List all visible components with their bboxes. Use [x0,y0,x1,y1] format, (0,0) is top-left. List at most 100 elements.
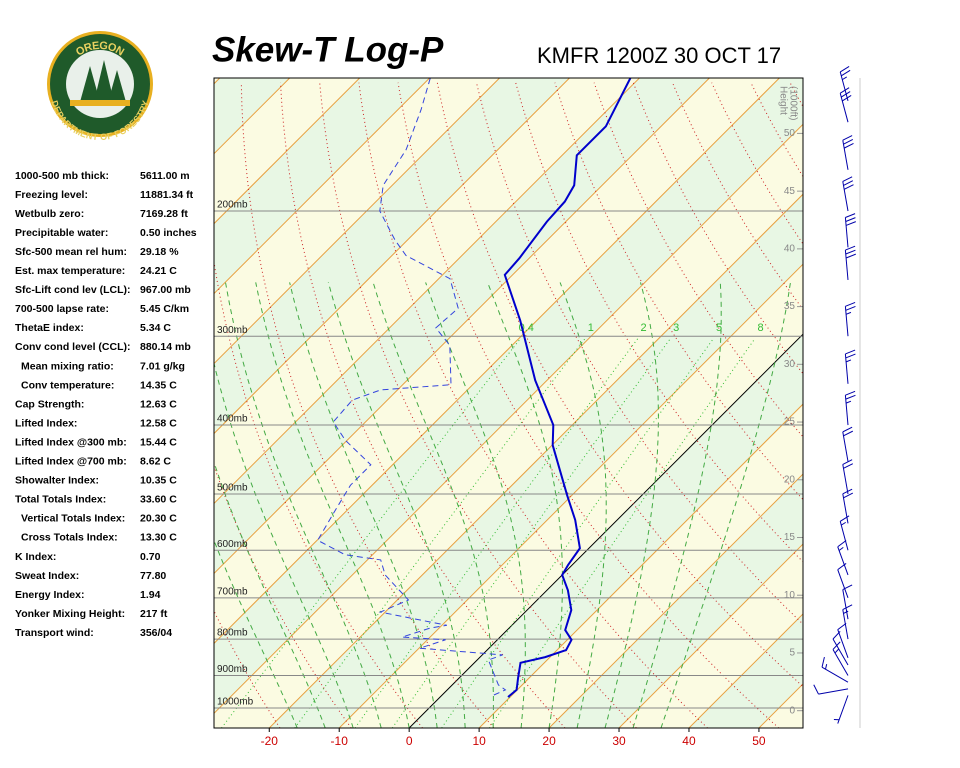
index-label: Lifted Index @700 mb: [15,456,127,468]
index-value: 10.35 C [140,475,177,487]
index-value: 0.50 inches [140,227,197,239]
moist-adiabat [225,282,382,728]
wind-barb [839,65,851,102]
isotherm [618,543,803,728]
barb-half-feather [838,547,844,551]
index-label: ThetaE index: [15,322,84,334]
y-tick-label: 500mb [217,483,248,494]
index-value: 880.14 mb [140,341,191,353]
barb-staff [839,71,849,102]
barb-staff [844,353,849,384]
barb-staff [837,629,849,658]
index-label: Cross Totals Index: [21,532,118,544]
barb-feather [845,394,856,400]
index-value: 1.94 [140,589,161,601]
logo-tree [94,60,114,102]
logo: OREGON DEPARTMENT OF FORESTRY [47,31,153,142]
y2-tick-label: 15 [784,532,796,543]
y2-tick-label: 25 [784,417,796,428]
barb-feather [821,656,825,668]
logo-ground [70,100,130,106]
index-value: 12.63 C [140,398,177,410]
barb-feather [843,139,854,145]
isotherm [214,123,803,715]
barb-feather [845,221,856,226]
temperature-band [214,78,803,714]
x-tick-label: 20 [542,734,556,748]
wind-barb [842,604,853,640]
barb-feather [842,604,853,610]
moist-adiabat [425,282,526,728]
isotherm [214,78,430,295]
wind-barb [833,695,849,724]
moist-adiabat [327,282,466,728]
isotherm [214,78,500,365]
barb-feather [845,249,856,255]
barb-staff [844,217,849,248]
mixing-ratio-label: 1 [588,322,594,334]
barb-feather [845,253,856,259]
wind-barb [842,176,854,212]
index-value: 13.30 C [140,532,177,544]
barb-staff [837,546,849,576]
isotherm [214,78,780,645]
barb-feather [845,305,856,311]
x-tick-label: 40 [682,734,696,748]
index-value: 5.45 C/km [140,303,189,315]
index-label: Yonker Mixing Height: [15,608,125,620]
wind-barb [844,349,856,384]
y2-tick-label: 10 [784,590,796,601]
index-value: 8.62 C [140,456,171,468]
dewpoint-line [317,78,507,696]
isotherm [214,78,570,435]
dry-adiabat [869,83,960,728]
moist-adiabat [660,282,791,728]
barb-feather [813,684,819,695]
y-tick-label: 300mb [217,325,248,336]
plot: 0.4 1 2 3 5 8200mb300mb400mb500mb600mb700mb80… [213,65,861,748]
barb-feather [843,463,854,469]
index-label: Sweat Index: [15,570,79,582]
mixing-ratio-line [489,338,756,728]
barb-staff [821,666,849,683]
plot-background [214,78,960,728]
mixing-ratio-label: 2 [640,322,646,334]
wind-barb [839,515,850,551]
dry-adiabat [947,83,960,728]
barb-staff [818,688,849,695]
moist-adiabat [487,282,563,728]
y-tick-label: 800mb [217,628,248,639]
wind-barb [839,87,852,123]
barb-feather [837,540,847,548]
barb-feather [843,430,854,437]
index-label: 700-500 lapse rate: [15,303,109,315]
y2-tick-label: 30 [784,359,796,370]
x-tick-label: -10 [331,734,349,748]
barb-feather [839,65,850,73]
mixing-ratio-label: 8 [758,322,764,334]
barb-staff [842,140,849,170]
plot-frame [213,77,804,729]
barb-feather [842,176,853,182]
wind-barb [837,563,849,599]
logo-tree [108,70,126,102]
y-tick-label: 1000mb [217,697,254,708]
x-tick-label: 30 [612,734,626,748]
isotherm [268,193,803,728]
barb-feather [843,492,854,499]
mixing-ratio-line [221,337,522,728]
isotherm [478,403,803,728]
barb-staff [844,306,849,337]
moist-adiabat [559,282,607,728]
wind-barb [844,213,856,248]
y2-tick-label: 20 [784,474,796,485]
y-tick-label: 200mb [217,200,248,211]
mixing-ratio-label: 5 [716,322,722,334]
barb-half-feather [843,610,849,614]
index-label: Freezing level: [15,189,88,201]
moist-adiabat [289,282,438,728]
index-value: 24.21 C [140,265,177,277]
isotherm [688,613,803,728]
barb-feather [845,349,856,355]
barb-half-feather [824,664,828,670]
